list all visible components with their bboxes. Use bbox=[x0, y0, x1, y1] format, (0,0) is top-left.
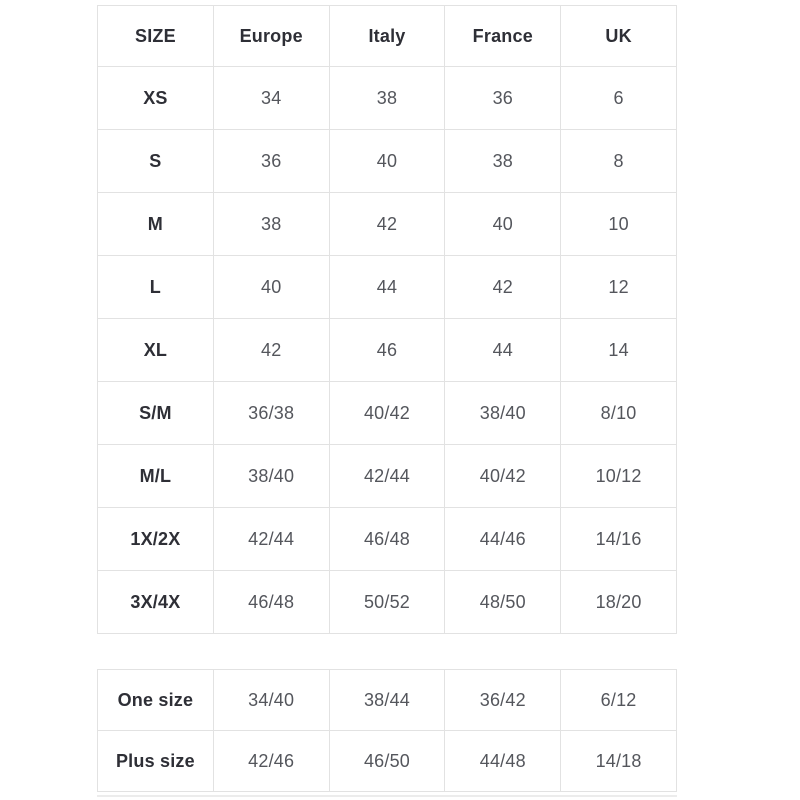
value-cell: 12 bbox=[560, 255, 677, 319]
value-cell: 46/48 bbox=[328, 507, 446, 571]
value-cell: 38 bbox=[444, 129, 562, 193]
value-cell: 38 bbox=[328, 66, 446, 130]
table-row: L 40 44 42 12 bbox=[97, 255, 677, 319]
value-cell: 44/48 bbox=[444, 730, 562, 792]
size-conversion-table-head: SIZE Europe Italy France UK bbox=[97, 5, 677, 67]
value-cell: 38/44 bbox=[328, 669, 446, 731]
value-cell: 48/50 bbox=[444, 570, 562, 634]
table-row: M/L 38/40 42/44 40/42 10/12 bbox=[97, 444, 677, 508]
size-label-cell: M/L bbox=[97, 444, 214, 508]
size-label-cell: One size bbox=[97, 669, 214, 731]
header-row: SIZE Europe Italy France UK bbox=[97, 5, 677, 67]
column-header-cell: Italy bbox=[328, 5, 446, 67]
size-label-cell: S/M bbox=[97, 381, 214, 445]
value-cell: 34 bbox=[212, 66, 330, 130]
value-cell: 44 bbox=[328, 255, 446, 319]
value-cell: 46/50 bbox=[328, 730, 446, 792]
value-cell: 46/48 bbox=[212, 570, 330, 634]
value-cell: 40 bbox=[444, 192, 562, 256]
value-cell: 6/12 bbox=[560, 669, 677, 731]
value-cell: 42 bbox=[328, 192, 446, 256]
value-cell: 42/46 bbox=[212, 730, 330, 792]
column-header-cell: UK bbox=[560, 5, 677, 67]
size-label-cell: XS bbox=[97, 66, 214, 130]
table-row: S 36 40 38 8 bbox=[97, 129, 677, 193]
table-row: 1X/2X 42/44 46/48 44/46 14/16 bbox=[97, 507, 677, 571]
value-cell: 36/42 bbox=[444, 669, 562, 731]
value-cell: 38/40 bbox=[212, 444, 330, 508]
value-cell: 14/16 bbox=[560, 507, 677, 571]
value-cell: 38/40 bbox=[444, 381, 562, 445]
value-cell: 42/44 bbox=[328, 444, 446, 508]
value-cell: 8/10 bbox=[560, 381, 677, 445]
table-row: S/M 36/38 40/42 38/40 8/10 bbox=[97, 381, 677, 445]
value-cell: 18/20 bbox=[560, 570, 677, 634]
value-cell: 36 bbox=[444, 66, 562, 130]
column-header-cell: France bbox=[444, 5, 562, 67]
value-cell: 14/18 bbox=[560, 730, 677, 792]
value-cell: 44/46 bbox=[444, 507, 562, 571]
size-guide-page: SIZE Europe Italy France UK XS 34 38 36 6 S 36 40 38… bbox=[97, 5, 677, 797]
special-sizes-table-body: One size 34/40 38/44 36/42 6/12 Plus size 42/4… bbox=[97, 669, 677, 792]
value-cell: 46 bbox=[328, 318, 446, 382]
size-label-cell: L bbox=[97, 255, 214, 319]
size-conversion-table: SIZE Europe Italy France UK XS 34 38 36 6 S 36 40 38… bbox=[97, 5, 677, 634]
value-cell: 40/42 bbox=[328, 381, 446, 445]
value-cell: 40/42 bbox=[444, 444, 562, 508]
size-label-cell: Plus size bbox=[97, 730, 214, 792]
value-cell: 36/38 bbox=[212, 381, 330, 445]
value-cell: 40 bbox=[212, 255, 330, 319]
table-row: 3X/4X 46/48 50/52 48/50 18/20 bbox=[97, 570, 677, 634]
value-cell: 38 bbox=[212, 192, 330, 256]
value-cell: 6 bbox=[560, 66, 677, 130]
table-bottom-shadow bbox=[97, 795, 677, 797]
value-cell: 50/52 bbox=[328, 570, 446, 634]
value-cell: 10 bbox=[560, 192, 677, 256]
column-header-cell: SIZE bbox=[97, 5, 214, 67]
value-cell: 42 bbox=[212, 318, 330, 382]
value-cell: 14 bbox=[560, 318, 677, 382]
special-sizes-table: One size 34/40 38/44 36/42 6/12 Plus size 42/4… bbox=[97, 669, 677, 792]
size-label-cell: S bbox=[97, 129, 214, 193]
column-header-cell: Europe bbox=[212, 5, 330, 67]
size-label-cell: 3X/4X bbox=[97, 570, 214, 634]
value-cell: 34/40 bbox=[212, 669, 330, 731]
table-row: One size 34/40 38/44 36/42 6/12 bbox=[97, 669, 677, 731]
value-cell: 42/44 bbox=[212, 507, 330, 571]
table-row: Plus size 42/46 46/50 44/48 14/18 bbox=[97, 730, 677, 792]
value-cell: 10/12 bbox=[560, 444, 677, 508]
value-cell: 44 bbox=[444, 318, 562, 382]
value-cell: 36 bbox=[212, 129, 330, 193]
size-label-cell: 1X/2X bbox=[97, 507, 214, 571]
size-label-cell: M bbox=[97, 192, 214, 256]
table-row: XL 42 46 44 14 bbox=[97, 318, 677, 382]
value-cell: 8 bbox=[560, 129, 677, 193]
table-row: M 38 42 40 10 bbox=[97, 192, 677, 256]
value-cell: 42 bbox=[444, 255, 562, 319]
size-label-cell: XL bbox=[97, 318, 214, 382]
size-conversion-table-body: XS 34 38 36 6 S 36 40 38 8 M 38 42 40 10 L 40 44 42 12 XL 42 4… bbox=[97, 66, 677, 634]
value-cell: 40 bbox=[328, 129, 446, 193]
table-row: XS 34 38 36 6 bbox=[97, 66, 677, 130]
